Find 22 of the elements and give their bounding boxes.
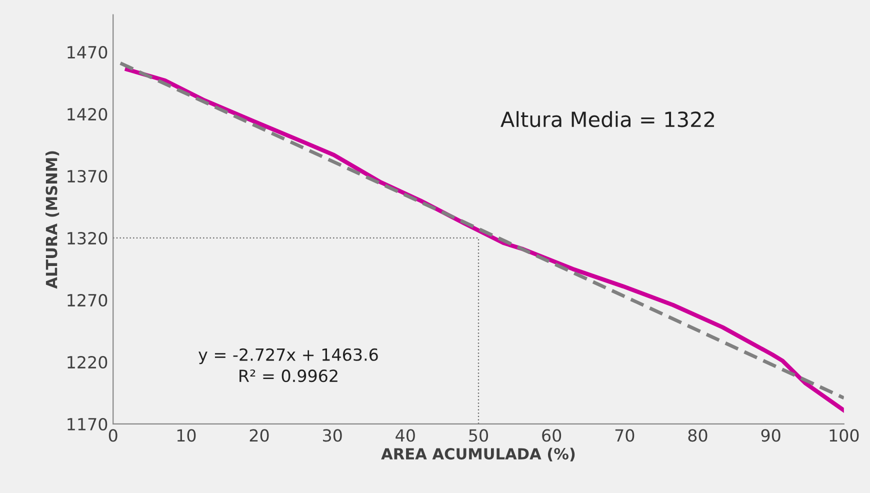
x-tick-label: 40: [396, 429, 415, 442]
x-tick-label: 70: [615, 429, 634, 442]
x-tick-label: 100: [830, 429, 859, 442]
y-tick-label: 1420: [68, 108, 108, 121]
x-tick-label: 30: [323, 429, 342, 442]
y-axis-title: ALTURA (MSNM): [45, 151, 60, 289]
y-tick-label: 1170: [68, 418, 108, 431]
y-tick-label: 1370: [68, 170, 108, 183]
x-tick-label: 80: [688, 429, 708, 442]
annotation: y = -2.727x + 1463.6 R² = 0.9962: [198, 348, 378, 382]
y-tick-label: 1270: [68, 294, 108, 307]
x-tick-label: 50: [469, 429, 488, 442]
x-tick-label: 90: [761, 429, 780, 442]
x-tick-label: 0: [108, 429, 118, 442]
x-axis-title: AREA ACUMULADA (%): [381, 448, 575, 462]
x-tick-label: 10: [177, 429, 196, 442]
x-tick-label: 60: [542, 429, 562, 442]
x-tick-label: 20: [250, 429, 269, 442]
y-tick-label: 1220: [68, 356, 108, 369]
y-tick-label: 1470: [68, 46, 108, 59]
y-tick-label: 1320: [68, 232, 108, 245]
annotation: Altura Media = 1322: [500, 111, 714, 128]
